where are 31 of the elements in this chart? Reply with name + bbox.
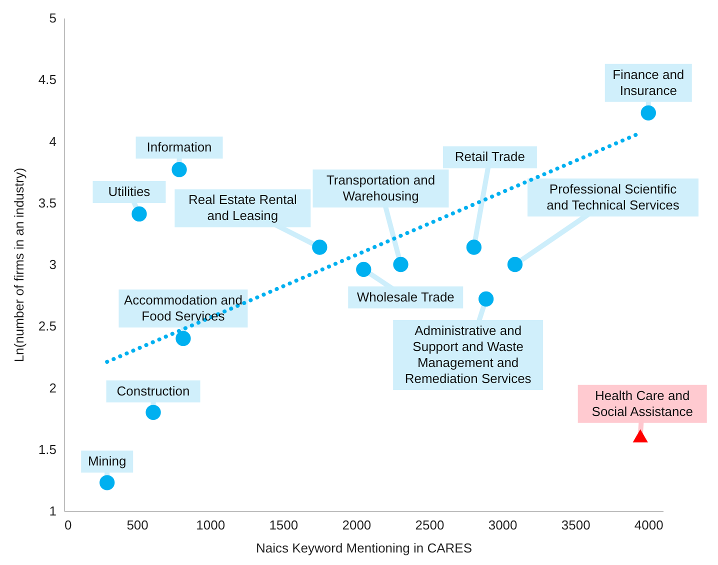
y-tick-label: 4 bbox=[49, 134, 56, 149]
annotation: Construction bbox=[116, 383, 190, 398]
annotation: Utilities bbox=[108, 184, 151, 199]
annotation: Mining bbox=[88, 454, 126, 469]
y-tick-label: 2 bbox=[49, 380, 56, 396]
y-tick-label: 2.5 bbox=[38, 318, 56, 334]
annotation: Retail Trade bbox=[454, 149, 525, 164]
annotation: Transportation and Warehousing bbox=[326, 172, 436, 204]
x-tick-label: 3000 bbox=[488, 518, 518, 532]
x-axis-title: Naics Keyword Mentioning in CARES bbox=[256, 540, 472, 556]
annotation: Information bbox=[146, 140, 212, 155]
x-tick-label: 4000 bbox=[634, 518, 664, 532]
y-axis-title: Ln(number of firms in an industry) bbox=[11, 168, 26, 362]
x-tick-label: 2500 bbox=[415, 518, 444, 532]
x-tick-label: 3500 bbox=[561, 518, 590, 532]
x-tick-label: 2000 bbox=[342, 518, 372, 532]
annotation: Real Estate Rental and Leasing bbox=[188, 192, 297, 224]
annotation: Professional Scientific and Technical Services bbox=[546, 182, 680, 212]
x-tick-label: 1000 bbox=[196, 518, 226, 532]
x-tick-label: 1500 bbox=[269, 518, 298, 532]
annotation: Finance and Insurance bbox=[612, 66, 684, 98]
x-tick-label: 500 bbox=[126, 518, 148, 532]
y-tick-label: 1 bbox=[49, 504, 56, 518]
y-tick-label: 1.5 bbox=[38, 442, 56, 457]
y-tick-label: 3.5 bbox=[38, 195, 56, 210]
annotation: Health Care and Social Assistance bbox=[592, 388, 693, 419]
annotation: Wholesale Trade bbox=[356, 289, 454, 304]
y-tick-label: 4.5 bbox=[38, 72, 56, 88]
y-tick-label: 3 bbox=[49, 257, 56, 272]
y-tick-label: 5 bbox=[49, 10, 56, 26]
x-tick-label: 0 bbox=[64, 518, 72, 532]
